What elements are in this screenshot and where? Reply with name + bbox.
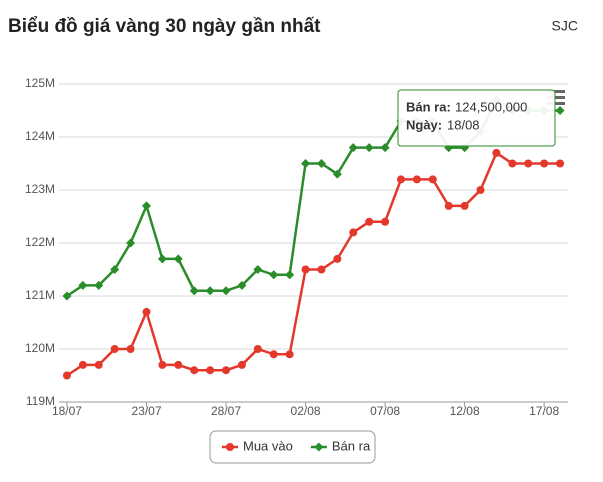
tooltip: Bán ra: 124,500,000 Ngày: 18/08 — [397, 89, 556, 147]
data-point — [205, 286, 215, 296]
legend-label: Bán ra — [332, 438, 371, 453]
x-tick-label: 02/08 — [291, 404, 321, 418]
source-label: SJC — [552, 18, 578, 34]
data-point — [94, 280, 104, 290]
x-tick-label: 17/08 — [529, 404, 559, 418]
legend-item[interactable]: Mua vào — [222, 438, 293, 453]
y-tick-label: 121M — [25, 288, 55, 302]
menu-bar — [547, 102, 565, 105]
data-point — [380, 143, 390, 153]
data-point — [237, 280, 247, 290]
data-point — [269, 350, 278, 359]
y-tick-label: 125M — [25, 76, 55, 90]
x-tick-label: 28/07 — [211, 404, 241, 418]
data-point — [285, 350, 294, 359]
data-point — [141, 201, 151, 211]
legend-label: Mua vào — [243, 438, 293, 453]
data-point — [460, 201, 469, 210]
legend-marker — [226, 443, 234, 451]
y-tick-label: 123M — [25, 182, 55, 196]
data-point — [110, 345, 119, 353]
data-point — [301, 159, 311, 168]
data-point — [428, 175, 437, 184]
data-point — [126, 238, 136, 248]
data-point — [269, 270, 279, 280]
data-point — [317, 265, 326, 274]
data-point — [237, 360, 246, 369]
data-point — [253, 345, 262, 353]
data-point — [62, 371, 71, 380]
data-point — [348, 143, 358, 153]
y-tick-label: 122M — [25, 235, 55, 249]
legend-item[interactable]: Bán ra — [310, 438, 371, 453]
data-point — [190, 366, 199, 375]
data-point — [364, 143, 374, 153]
y-tick-label: 124M — [25, 129, 55, 143]
data-point — [301, 265, 310, 274]
data-point — [332, 169, 342, 179]
data-point — [316, 159, 326, 168]
data-point — [508, 159, 517, 168]
tooltip-value: 124,500,000 — [455, 99, 527, 114]
data-point — [555, 106, 565, 115]
legend-marker — [314, 442, 324, 452]
tooltip-box — [397, 89, 556, 147]
legend: Mua vào Bán ra — [209, 430, 376, 464]
data-point — [142, 307, 151, 316]
data-point — [157, 254, 167, 264]
data-point — [381, 217, 390, 226]
chart-title: Biểu đồ giá vàng 30 ngày gần nhất — [8, 16, 321, 37]
data-point — [365, 217, 374, 226]
data-point — [62, 291, 72, 301]
data-point — [174, 360, 183, 369]
x-tick-label: 18/07 — [52, 404, 82, 418]
data-point — [396, 175, 405, 184]
x-tick-label: 12/08 — [450, 404, 480, 418]
data-point — [412, 175, 421, 184]
data-point — [221, 286, 231, 296]
data-point — [444, 201, 453, 210]
y-tick-label: 120M — [25, 341, 55, 355]
tooltip-series-label: Bán ra: — [406, 99, 451, 114]
legend-box — [209, 430, 376, 464]
data-point — [126, 345, 135, 353]
x-tick-label: 07/08 — [370, 404, 400, 418]
menu-bar — [547, 96, 565, 99]
data-point — [540, 159, 549, 168]
data-point — [222, 366, 231, 375]
data-point — [78, 360, 87, 369]
data-point — [492, 148, 501, 157]
data-point — [333, 254, 342, 263]
data-point — [285, 270, 295, 280]
tooltip-date: 18/08 — [447, 117, 480, 132]
data-point — [253, 265, 263, 274]
series-line — [66, 151, 561, 377]
x-tick-label: 23/07 — [131, 404, 161, 418]
data-point — [78, 280, 88, 290]
data-point — [349, 228, 358, 237]
data-point — [556, 159, 565, 168]
data-point — [206, 366, 215, 375]
tooltip-date-label: Ngày: — [406, 117, 442, 132]
data-point — [524, 159, 533, 168]
menu-icon[interactable] — [547, 90, 565, 105]
data-point — [476, 186, 485, 194]
data-point — [173, 254, 183, 264]
data-point — [110, 265, 120, 274]
data-point — [94, 360, 103, 369]
data-point — [158, 360, 167, 369]
data-point — [189, 286, 199, 296]
menu-bar — [547, 90, 565, 93]
y-tick-label: 119M — [26, 394, 55, 408]
